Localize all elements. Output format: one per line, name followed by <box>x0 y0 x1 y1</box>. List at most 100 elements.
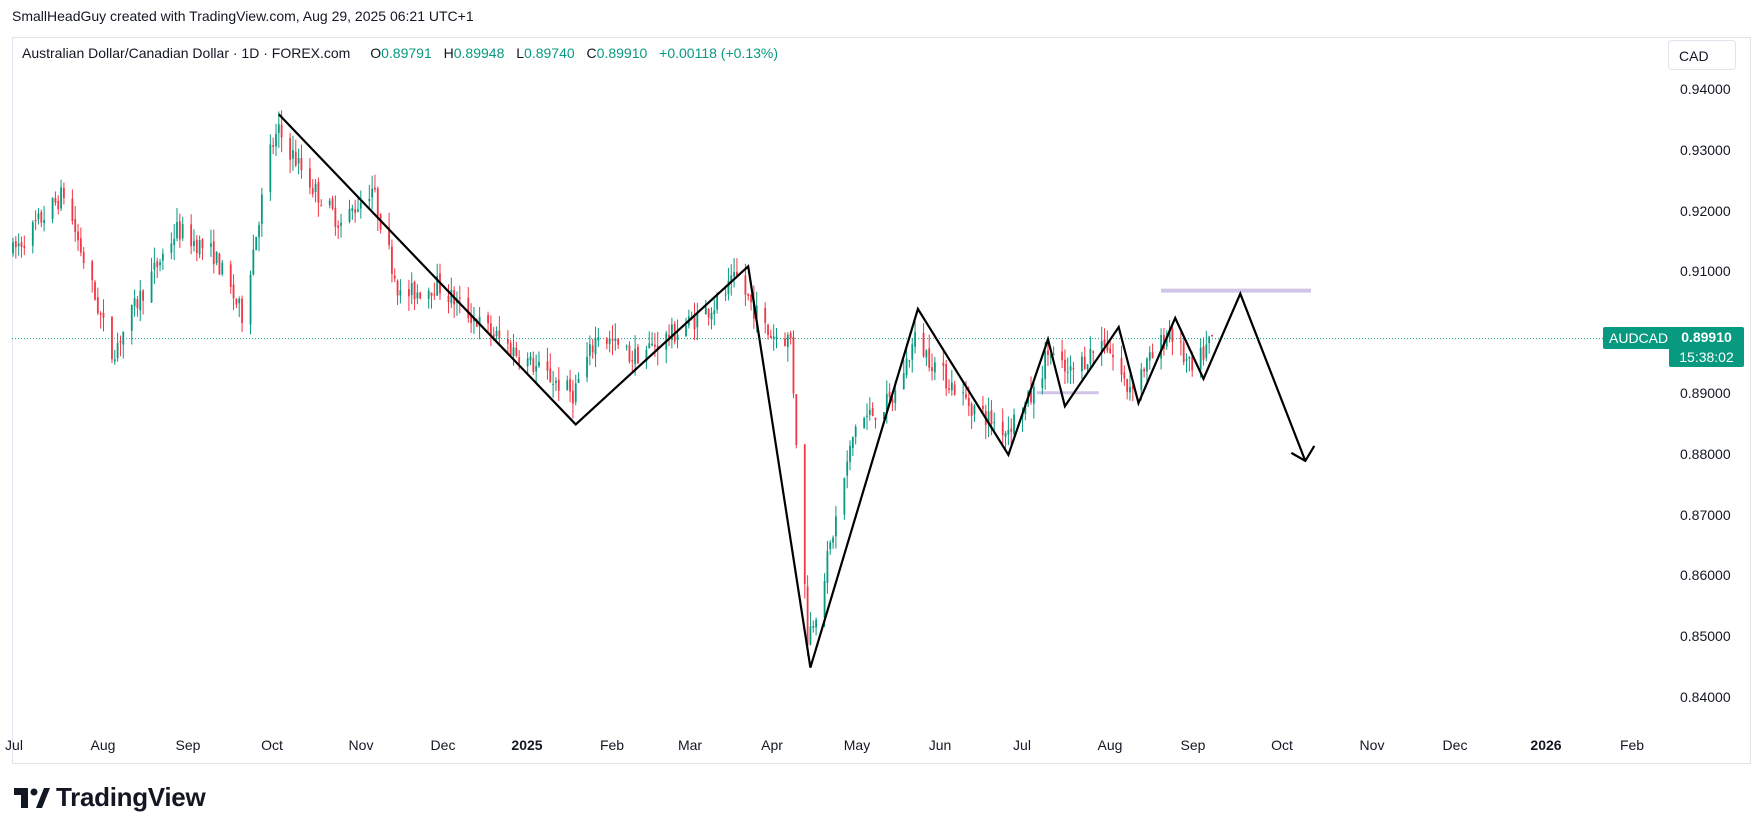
candle-body <box>557 379 560 391</box>
candle-body <box>750 294 752 303</box>
candle-body <box>94 282 96 300</box>
candle-body <box>427 290 430 299</box>
candle-body <box>1202 346 1205 360</box>
candle-body <box>12 242 14 254</box>
candle-body <box>928 348 931 368</box>
candle-body <box>1001 421 1004 436</box>
candle-body <box>450 289 453 304</box>
candle-body <box>232 284 235 299</box>
candle-body <box>255 236 258 251</box>
last-price-tag: 0.89910 15:38:02 <box>1669 327 1744 367</box>
candle-body <box>229 264 232 287</box>
candle-body <box>193 240 195 246</box>
candle-body <box>704 307 707 315</box>
candle-body <box>617 338 620 345</box>
candle-body <box>1007 429 1010 435</box>
candle-body <box>707 309 710 318</box>
close-label: C <box>586 45 597 61</box>
candle-body <box>71 198 74 222</box>
high-value: 0.89948 <box>453 45 505 61</box>
candle-body <box>555 380 557 383</box>
candle-body <box>252 249 255 275</box>
candle-body <box>1103 339 1106 346</box>
tradingview-logo[interactable]: TradingView <box>14 782 206 813</box>
candle-body <box>156 261 159 268</box>
candle-body <box>413 281 416 300</box>
candle-body <box>492 334 495 337</box>
candle-body <box>1100 341 1103 352</box>
candle-body <box>1211 335 1213 337</box>
x-tick-label: Aug <box>90 737 116 753</box>
candle-body <box>368 199 371 202</box>
candle-body <box>736 271 738 276</box>
candle-body <box>14 241 17 248</box>
candle-body <box>198 240 201 255</box>
candle-body <box>512 347 515 356</box>
candle-body <box>139 290 142 311</box>
candle-body <box>888 391 891 397</box>
candle-body <box>289 138 292 160</box>
candle-body <box>1120 358 1123 375</box>
candle-body <box>883 412 885 419</box>
projection-arrowhead <box>1290 445 1316 463</box>
candle-body <box>614 338 617 341</box>
candle-body <box>1083 356 1086 369</box>
candle-body <box>309 168 311 188</box>
open-value: 0.89791 <box>381 45 432 61</box>
candle-body <box>34 220 37 222</box>
candle-body <box>586 356 588 378</box>
candle-body <box>433 294 436 296</box>
candle-body <box>849 445 851 463</box>
bar-countdown: 15:38:02 <box>1679 349 1734 365</box>
candle-body <box>784 338 786 346</box>
candle-body <box>1013 414 1015 435</box>
candle-body <box>79 238 82 253</box>
candle-body <box>535 365 538 372</box>
candle-body <box>357 209 359 212</box>
candle-body <box>430 292 433 296</box>
candle-body <box>948 388 950 390</box>
candle-body <box>1160 335 1162 359</box>
symbol-title[interactable]: Australian Dollar/Canadian Dollar · 1D ·… <box>22 45 351 61</box>
x-tick-label: Oct <box>261 737 283 753</box>
currency-button[interactable]: CAD <box>1668 40 1736 70</box>
tradingview-logo-text: TradingView <box>56 782 206 812</box>
candle-body <box>834 516 837 537</box>
candle-body <box>1123 372 1126 379</box>
candle-body <box>478 316 481 327</box>
candle-body <box>337 225 340 229</box>
candle-body <box>458 297 461 299</box>
candle-body <box>354 209 357 214</box>
x-tick-label: May <box>843 737 871 753</box>
candle-body <box>809 626 812 645</box>
candle-body <box>1032 386 1035 404</box>
candle-body <box>212 241 215 265</box>
candle-body <box>475 321 478 327</box>
candle-body <box>294 151 297 166</box>
candle-body <box>111 316 113 360</box>
candle-body <box>99 313 102 315</box>
candle-body <box>713 310 716 315</box>
low-label: L <box>516 45 525 61</box>
x-tick-label: Nov <box>1359 737 1385 753</box>
candle-body <box>775 336 778 339</box>
candle-body <box>538 361 540 367</box>
candle-body <box>1199 347 1202 369</box>
chart-frame[interactable] <box>12 37 1751 764</box>
candle-body <box>1089 349 1092 365</box>
candle-body <box>685 325 687 337</box>
candle-body <box>1168 331 1171 339</box>
candle-body <box>173 238 176 245</box>
candle-body <box>317 182 320 203</box>
candle-body <box>631 360 634 362</box>
candle-body <box>1106 343 1109 351</box>
candle-body <box>922 332 925 357</box>
x-tick-label: Feb <box>1619 737 1645 753</box>
candle-body <box>724 294 727 296</box>
candle-body <box>447 295 450 302</box>
candle-body <box>1188 357 1191 359</box>
candle-body <box>574 383 577 402</box>
candle-body <box>221 262 224 275</box>
candle-body <box>597 337 600 341</box>
